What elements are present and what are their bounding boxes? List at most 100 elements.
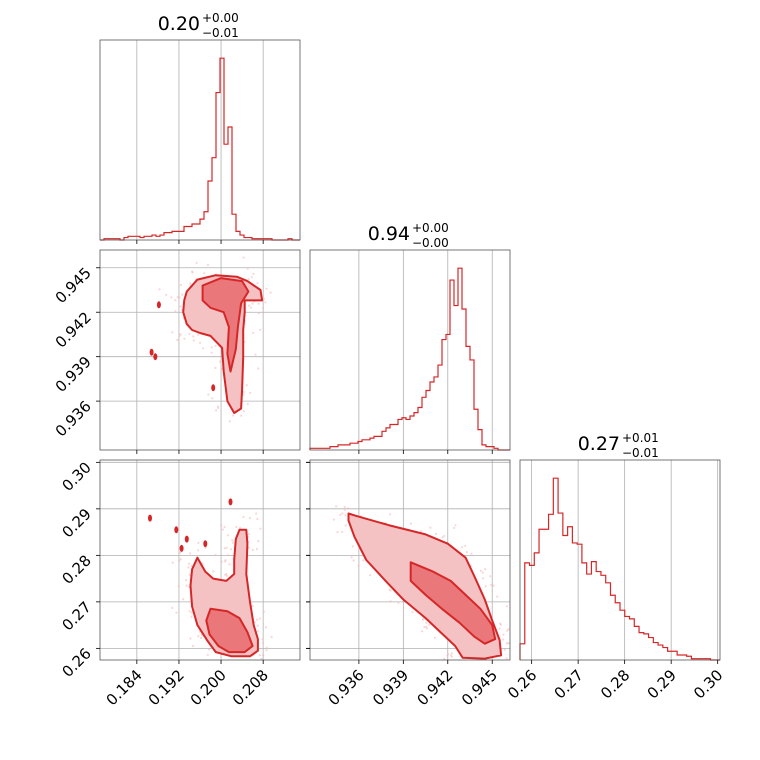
sample-point [231,539,234,542]
sample-point [228,420,231,423]
sample-point [450,652,454,655]
sample-point [264,626,268,629]
y-tick-label-2-2: 0.28 [58,551,94,587]
scatter-frame-2 [309,459,511,661]
sample-point [250,276,253,279]
sample-point [252,272,255,275]
scatter-panel-0-1 [96,249,301,454]
hist-panel-2 [519,459,721,664]
sample-point [214,553,217,557]
sample-point [188,573,191,577]
sample-point [265,646,268,649]
hist-panel-0 [99,39,301,244]
sample-point [240,414,243,417]
sample-point [344,514,347,517]
sample-point [242,390,245,394]
title-param-1: 0.94 +0.00 −0.00 [368,221,449,250]
sample-point [409,522,412,525]
y-tick-label-2-4: 0.30 [58,458,94,494]
sample-point [502,638,505,641]
sample-point [225,546,228,550]
x-tick-label-0-0: 0.184 [103,666,146,709]
sample-point [220,560,223,563]
sample-point [189,552,192,555]
sample-point [178,559,181,563]
sample-point [171,561,174,564]
sample-point [264,301,267,304]
sample-point [248,304,251,307]
sample-point [218,360,221,363]
sample-point [247,533,250,536]
sample-point [242,410,245,413]
sample-point [242,515,245,519]
sample-point [350,556,353,559]
sample-point [420,530,423,533]
panels: 0.184 0.192 0.200 0.208 0.936 0.939 0.942 0.945… [52,39,727,709]
hist-frame-0 [99,39,301,241]
sample-point [189,282,192,285]
sample-point [225,572,228,576]
sample-point [255,548,259,551]
sample-point [450,655,453,658]
sample-point [242,256,245,259]
sample-point [262,297,266,300]
title-2-value: 0.27 [578,433,620,455]
sample-point [389,513,392,516]
sample-point [507,642,510,645]
sample-point [176,296,179,299]
sample-point [179,551,182,554]
sample-point [262,654,265,657]
sample-point [229,548,233,551]
sample-point [433,636,436,639]
sample-point [247,278,250,281]
sample-point [206,263,209,267]
sample-point [210,346,213,349]
sample-point [262,610,265,613]
sample-point [200,636,203,640]
sample-point [211,397,214,400]
sample-point [461,546,464,549]
scatter-panel-1-2 [306,459,511,664]
y-tick-label-2-3: 0.29 [58,505,94,541]
x-tick-label-2-3: 0.29 [644,666,680,702]
sample-point [224,560,227,563]
sample-point [428,623,431,626]
title-0-plus: +0.00 [202,11,239,25]
sample-point [177,584,180,588]
sample-point [434,532,437,536]
x-tick-label-1-2: 0.942 [414,666,457,709]
sample-point [203,272,206,275]
sample-point [505,657,508,660]
x-tick-label-0-3: 0.208 [229,666,272,709]
sample-point [207,393,210,396]
sample-point [227,554,230,557]
contour-island-4 [203,540,208,548]
sample-point [171,606,174,610]
sample-point [425,621,428,624]
sample-point [255,512,258,515]
contour-island-5 [228,498,233,506]
sample-point [187,562,191,565]
y-tick-label-1-0: 0.936 [52,397,95,440]
sample-point [265,287,268,290]
sample-point [214,366,217,369]
sample-point [397,601,400,604]
y-tick-label-1-3: 0.945 [52,264,95,307]
sample-point [207,648,211,651]
contour-line-outer [347,512,503,660]
sample-point [502,633,505,636]
sample-point [490,583,493,587]
sample-point [505,605,508,608]
sample-point [270,635,273,639]
x-tick-label-0-2: 0.200 [187,666,230,709]
sample-point [249,391,252,394]
sample-point [183,337,186,340]
sample-point [170,296,173,299]
sample-point [235,525,238,529]
contour-island-0 [148,514,152,522]
sample-point [421,630,424,633]
sample-point [344,524,347,527]
sample-point [256,624,259,627]
sample-point [368,574,372,577]
sample-point [362,559,365,562]
